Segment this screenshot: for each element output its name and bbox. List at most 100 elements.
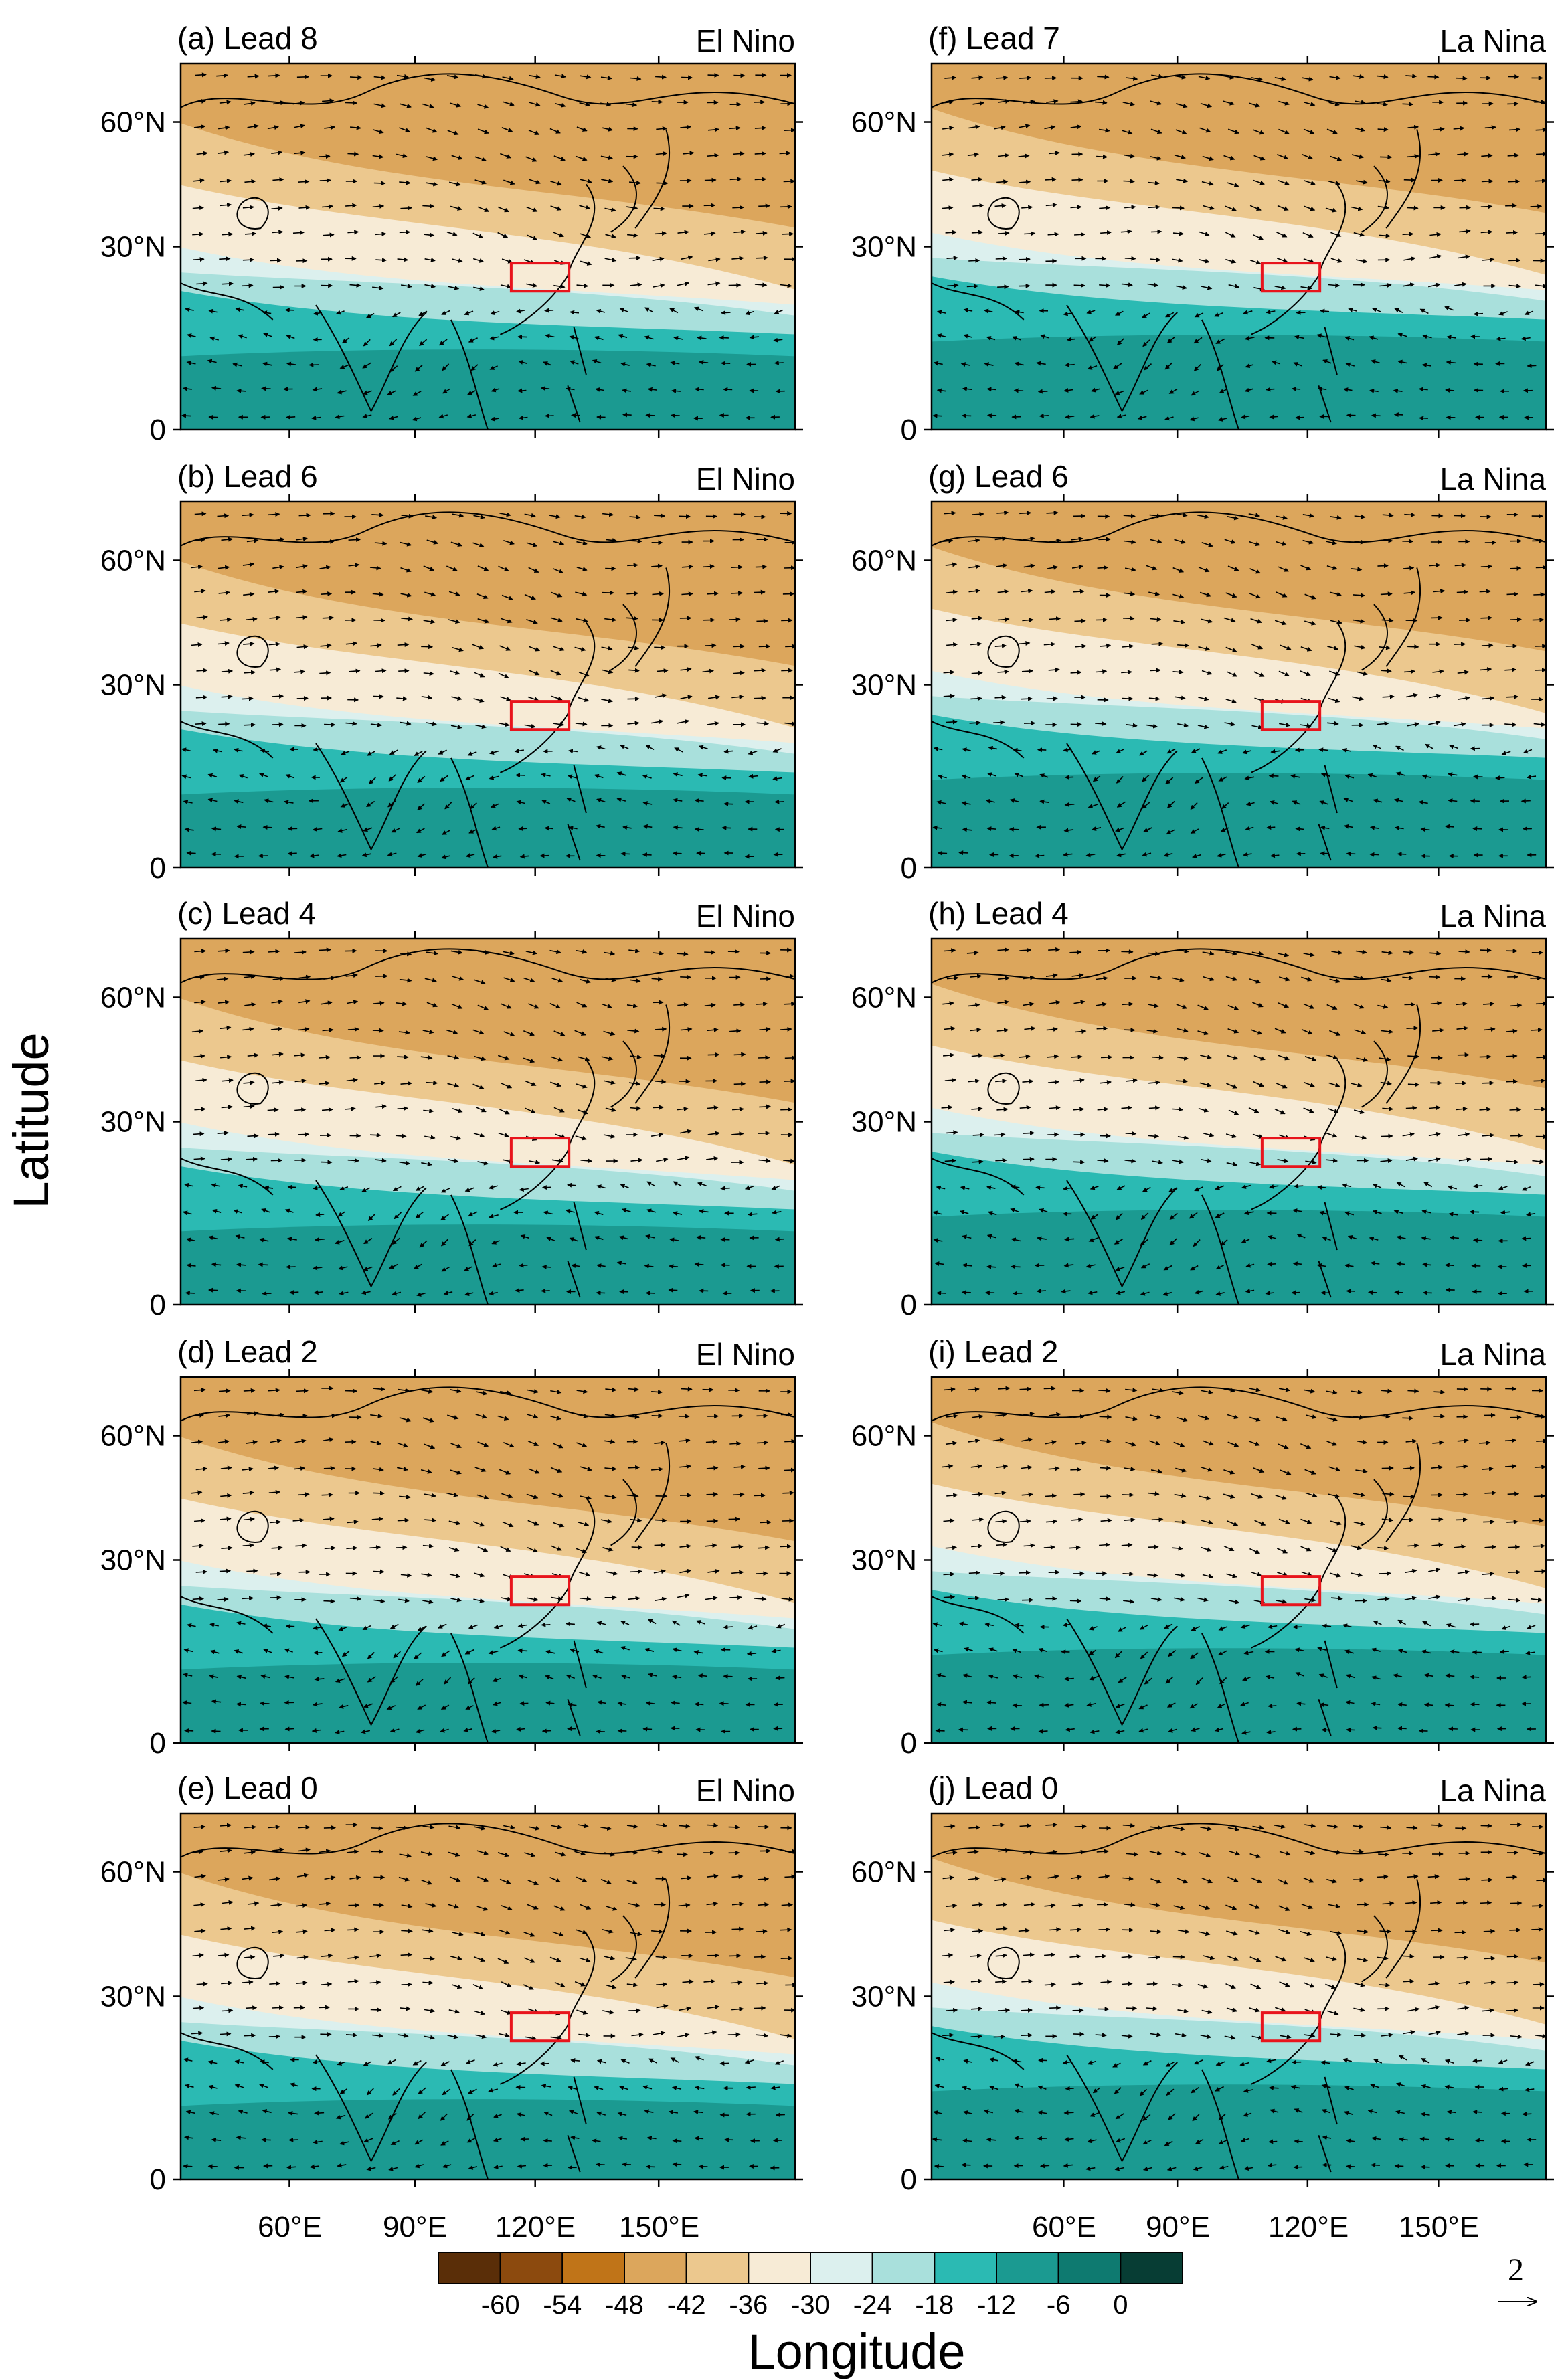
wind-vector: [286, 335, 295, 339]
wind-vector: [958, 850, 968, 856]
lat-tick-label: 30°N: [100, 1106, 166, 1139]
wind-vector: [567, 1182, 576, 1188]
map-panel-d: 0 30°N 60°N (d) Lead 2 El Nino: [100, 1334, 803, 1760]
wind-vector: [397, 1518, 410, 1523]
lat-tick-label: 60°N: [100, 1420, 166, 1453]
wind-vector: [446, 74, 459, 80]
wind-vector: [426, 539, 439, 545]
wind-vector: [1266, 825, 1276, 830]
wind-vector: [424, 591, 436, 597]
wind-vector: [578, 697, 590, 702]
wind-vector: [1470, 1702, 1480, 1707]
wind-vector: [477, 565, 489, 571]
wind-vector: [1505, 1053, 1518, 1059]
wind-vector: [1098, 1388, 1111, 1393]
wind-vector: [262, 824, 273, 830]
wind-vector: [528, 129, 540, 136]
wind-vector: [242, 205, 254, 210]
wind-vector: [754, 282, 768, 288]
wind-vector: [298, 179, 310, 185]
wind-vector: [345, 721, 357, 726]
wind-vector: [323, 232, 335, 238]
wind-vector: [681, 75, 693, 80]
shading-d: [181, 1377, 795, 1743]
wind-vector: [414, 751, 423, 757]
wind-vector: [183, 2163, 193, 2169]
wind-vector: [654, 645, 666, 650]
wind-vector: [490, 416, 499, 422]
colorbar-swatch: [810, 2252, 873, 2284]
wind-vector: [553, 232, 564, 238]
wind-vector: [677, 719, 690, 724]
wind-vector: [285, 1623, 295, 1629]
wind-vector: [631, 1544, 643, 1550]
lat-tick-label: 30°N: [851, 1544, 917, 1577]
wind-vector: [781, 618, 793, 623]
wind-vector: [193, 257, 205, 262]
colorbar-label: -54: [543, 2290, 582, 2320]
wind-vector: [575, 721, 588, 727]
shading-band: [181, 1224, 795, 1305]
wind-vector: [397, 642, 410, 647]
lat-tick-label: 0: [901, 852, 917, 885]
wind-vector: [472, 644, 485, 650]
wind-vector: [1472, 2058, 1482, 2064]
wind-vector: [1429, 974, 1441, 980]
wind-vector: [450, 205, 462, 211]
wind-vector: [1122, 1823, 1136, 1828]
colorbar-swatch: [624, 2252, 687, 2284]
wind-vector: [626, 205, 638, 211]
wind-vector: [1148, 1544, 1159, 1550]
wind-vector: [335, 310, 345, 315]
wind-vector: [1506, 230, 1518, 236]
wind-vector: [784, 1439, 795, 1444]
wind-vector: [721, 361, 731, 366]
wind-vector: [370, 722, 382, 727]
wind-vector: [335, 414, 345, 420]
wind-vector: [1074, 618, 1086, 624]
wind-vector: [369, 565, 381, 571]
wind-vector: [655, 151, 668, 156]
panel-label: (i) Lead 2: [928, 1334, 1058, 1369]
wind-vector: [362, 390, 372, 395]
lat-tick-label: 0: [901, 1727, 917, 1760]
wind-vector: [1039, 2163, 1050, 2169]
wind-vector: [731, 256, 744, 261]
wind-vector: [442, 363, 450, 371]
shading-band: [932, 335, 1546, 430]
wind-vector: [268, 1388, 280, 1393]
colorbar-label: -18: [915, 2290, 954, 2320]
wind-vector: [370, 643, 382, 648]
wind-vector: [296, 615, 308, 620]
shading-f: [932, 64, 1546, 430]
wind-vector: [219, 256, 231, 262]
wind-vector: [424, 232, 435, 238]
wind-vector: [529, 646, 541, 652]
wind-vector: [211, 1728, 221, 1734]
wind-vector: [780, 283, 792, 288]
map-panel-f: 0 30°N 60°N (f) Lead 7 La Nina: [851, 21, 1554, 446]
wind-vector: [619, 1289, 628, 1295]
wind-vector: [452, 646, 464, 652]
wind-vector: [1125, 1131, 1137, 1136]
wind-vector: [389, 749, 398, 755]
wind-vector: [1377, 127, 1389, 132]
wind-vector: [313, 747, 322, 752]
wind-vector: [503, 540, 515, 545]
wind-vector: [312, 387, 323, 392]
panel-phase: La Nina: [1440, 899, 1546, 933]
wind-vector: [489, 365, 498, 370]
wind-vector: [349, 282, 361, 288]
wind-vector: [1172, 1107, 1184, 1112]
wind-vector: [371, 1825, 383, 1831]
shading-g: [932, 502, 1546, 868]
wind-vector: [780, 1956, 793, 1961]
wind-vector: [721, 310, 731, 315]
wind-vector: [719, 2112, 729, 2118]
wind-vector: [373, 129, 384, 134]
wind-vector: [526, 206, 538, 212]
wind-vector: [1403, 177, 1416, 183]
wind-vector: [754, 177, 767, 182]
wind-vector: [1403, 1954, 1415, 1959]
wind-vector: [345, 1439, 357, 1445]
